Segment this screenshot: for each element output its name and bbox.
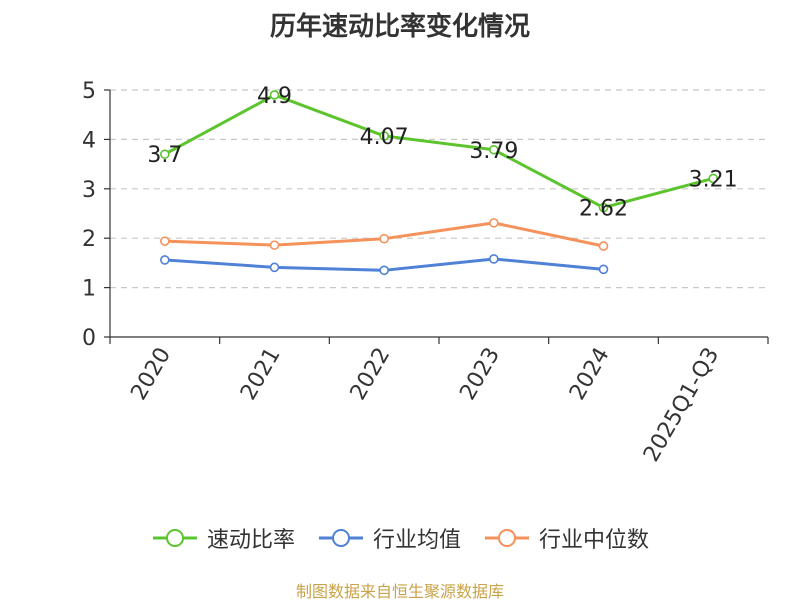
legend-item: 速动比率 xyxy=(151,522,295,554)
data-point xyxy=(598,202,609,213)
legend-label: 速动比率 xyxy=(206,528,295,553)
data-point xyxy=(269,240,280,250)
data-point xyxy=(489,254,499,264)
line-chart: 0 1 2 3 4 5 2020 2021 2022 2023 2024 2025Q1-Q3 3.7… xyxy=(82,79,769,467)
legend: 速动比率 行业均值 行业中位数 xyxy=(0,520,800,556)
legend-label: 行业中位数 xyxy=(539,528,650,553)
data-point xyxy=(269,262,280,273)
data-point xyxy=(489,218,499,228)
axes xyxy=(104,89,769,344)
x-tick-label: 2024 xyxy=(565,344,615,405)
y-tick-label: 3 xyxy=(82,178,96,203)
y-tick-labels: 0 1 2 3 4 5 xyxy=(82,79,96,351)
data-point xyxy=(708,173,718,184)
x-tick-label: 2023 xyxy=(455,344,505,405)
data-point xyxy=(160,236,170,246)
legend-swatch-icon xyxy=(485,529,529,547)
data-point xyxy=(379,131,389,141)
data-labels: 3.7 4.9 4.07 3.79 2.62 3.21 xyxy=(147,84,737,222)
data-label: 4.9 xyxy=(257,84,292,109)
data-point xyxy=(160,255,170,265)
data-label: 3.21 xyxy=(689,167,738,192)
y-tick-label: 1 xyxy=(82,277,96,302)
y-tick-label: 2 xyxy=(82,227,96,252)
data-label: 2.62 xyxy=(579,197,628,222)
x-tick-label: 2020 xyxy=(126,344,176,405)
data-label: 4.07 xyxy=(360,125,409,150)
series-line xyxy=(164,93,714,210)
series-group xyxy=(160,90,718,276)
data-point xyxy=(379,265,389,276)
data-point xyxy=(269,90,280,100)
data-label: 3.79 xyxy=(469,139,518,164)
y-tick-label: 0 xyxy=(82,326,96,351)
legend-item: 行业均值 xyxy=(317,522,461,554)
data-point xyxy=(489,144,499,155)
x-tick-labels: 2020 2021 2022 2023 2024 2025Q1-Q3 xyxy=(126,344,724,467)
y-tick-label: 5 xyxy=(82,79,96,104)
legend-swatch-icon xyxy=(152,529,197,547)
data-label: 3.7 xyxy=(147,143,182,168)
data-point xyxy=(598,241,609,251)
data-point xyxy=(598,264,609,275)
legend-label: 行业均值 xyxy=(372,528,461,553)
data-point xyxy=(379,233,389,244)
data-point xyxy=(160,149,170,160)
x-tick-label: 2021 xyxy=(236,344,286,405)
y-tick-label: 4 xyxy=(82,128,96,153)
legend-swatch-icon xyxy=(318,529,363,547)
x-tick-label: 2022 xyxy=(346,344,396,405)
chart-title: 历年速动比率变化情况 xyxy=(269,12,530,42)
legend-item: 行业中位数 xyxy=(483,522,649,554)
x-tick-label: 2025Q1-Q3 xyxy=(639,344,724,467)
source-note: 制图数据来自恒生聚源数据库 xyxy=(295,582,504,601)
